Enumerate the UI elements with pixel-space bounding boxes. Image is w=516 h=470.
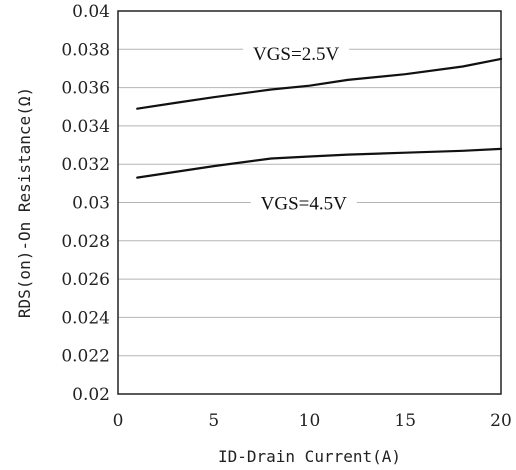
series-line	[136, 147, 503, 179]
y-tick-label: 0.034	[61, 117, 110, 137]
y-axis-title: RDS(on)-On Resistance(Ω)	[15, 87, 34, 318]
x-tick-label: 5	[208, 411, 219, 431]
x-tick-labels: 0 5 10 15 20	[113, 411, 512, 431]
x-tick-label: 0	[113, 411, 124, 431]
y-tick-labels: 0.02 0.022 0.024 0.026 0.028 0.03 0.032 0.034 0.…	[61, 2, 110, 405]
x-axis-title: ID-Drain Current(A)	[218, 447, 401, 466]
x-tick-label: 15	[394, 411, 416, 431]
y-tick-label: 0.032	[61, 155, 110, 175]
annotation-background	[250, 189, 357, 216]
y-tick-label: 0.03	[72, 194, 110, 214]
series-annotation: VGS=2.5V	[253, 44, 339, 65]
x-tick-label: 20	[490, 411, 512, 431]
series-annotations: VGS=2.5V VGS=4.5V	[243, 40, 357, 216]
y-tick-label: 0.022	[61, 347, 110, 367]
x-tick-label: 10	[299, 411, 321, 431]
y-tick-label: 0.02	[72, 385, 110, 405]
plot-frame	[117, 10, 502, 395]
y-tick-label: 0.024	[61, 308, 110, 328]
series-line	[136, 57, 503, 110]
series-lines	[136, 57, 503, 179]
y-tick-label: 0.026	[61, 270, 110, 290]
series-annotation: VGS=4.5V	[261, 194, 347, 215]
y-tick-label: 0.028	[61, 232, 110, 252]
annotation-background	[243, 40, 350, 67]
y-tick-label: 0.038	[61, 40, 110, 60]
y-tick-label: 0.036	[61, 79, 110, 99]
y-tick-label: 0.04	[72, 2, 110, 22]
